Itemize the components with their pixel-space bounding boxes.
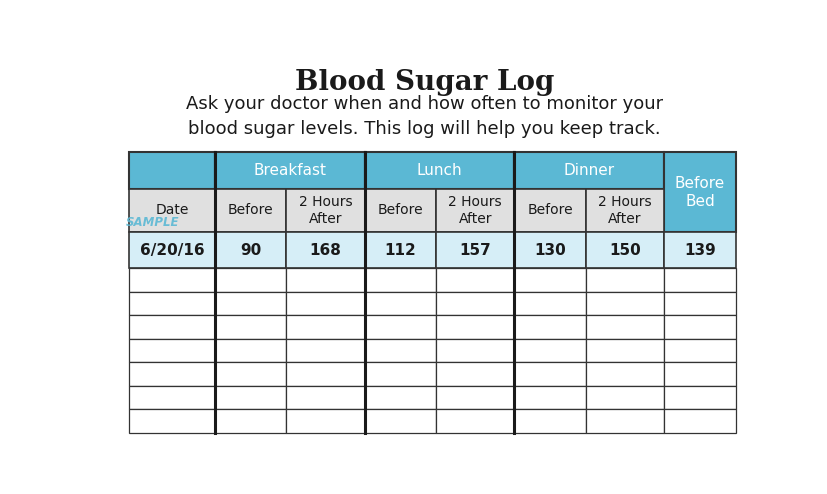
Bar: [286, 339, 364, 363]
Bar: [585, 292, 663, 316]
Text: 150: 150: [609, 243, 640, 258]
Bar: [286, 232, 364, 269]
Bar: [286, 189, 364, 232]
Bar: [364, 153, 514, 189]
Bar: [214, 292, 286, 316]
Text: Lunch: Lunch: [416, 163, 461, 178]
Bar: [286, 410, 364, 433]
Bar: [214, 410, 286, 433]
Text: Before
Bed: Before Bed: [674, 176, 724, 208]
Text: Ask your doctor when and how often to monitor your
blood sugar levels. This log : Ask your doctor when and how often to mo…: [185, 95, 662, 138]
Bar: [514, 269, 585, 292]
Text: Date: Date: [155, 204, 189, 217]
Bar: [514, 292, 585, 316]
Bar: [214, 269, 286, 292]
Bar: [129, 410, 214, 433]
Bar: [364, 232, 435, 269]
Bar: [435, 339, 514, 363]
Bar: [286, 316, 364, 339]
Bar: [364, 363, 435, 386]
Bar: [585, 189, 663, 232]
Bar: [129, 292, 214, 316]
Bar: [663, 232, 734, 269]
Bar: [514, 189, 585, 232]
Bar: [663, 292, 734, 316]
Bar: [364, 189, 435, 232]
Bar: [435, 232, 514, 269]
Text: 168: 168: [309, 243, 341, 258]
Text: 6/20/16: 6/20/16: [140, 243, 204, 258]
Text: 139: 139: [683, 243, 715, 258]
Bar: [514, 153, 663, 189]
Bar: [129, 189, 214, 232]
Bar: [514, 386, 585, 410]
Bar: [663, 339, 734, 363]
Bar: [129, 339, 214, 363]
Bar: [663, 316, 734, 339]
Text: SAMPLE: SAMPLE: [126, 215, 179, 229]
Bar: [364, 410, 435, 433]
Text: Blood Sugar Log: Blood Sugar Log: [294, 69, 553, 96]
Text: 157: 157: [459, 243, 490, 258]
Bar: [514, 232, 585, 269]
Bar: [129, 269, 214, 292]
Bar: [214, 232, 286, 269]
Bar: [435, 386, 514, 410]
Bar: [435, 316, 514, 339]
Bar: [435, 189, 514, 232]
Text: 2 Hours
After: 2 Hours After: [299, 196, 351, 226]
Bar: [435, 292, 514, 316]
Text: Before: Before: [527, 204, 572, 217]
Bar: [364, 292, 435, 316]
Bar: [364, 386, 435, 410]
Text: 112: 112: [384, 243, 416, 258]
Bar: [585, 339, 663, 363]
Text: Before: Before: [227, 204, 273, 217]
Text: 2 Hours
After: 2 Hours After: [448, 196, 501, 226]
Bar: [585, 410, 663, 433]
Bar: [129, 363, 214, 386]
Text: Before: Before: [377, 204, 423, 217]
Text: Breakfast: Breakfast: [253, 163, 326, 178]
Bar: [585, 232, 663, 269]
Bar: [663, 153, 734, 232]
Bar: [514, 339, 585, 363]
Bar: [585, 269, 663, 292]
Bar: [129, 232, 214, 269]
Bar: [129, 316, 214, 339]
Bar: [585, 363, 663, 386]
Bar: [214, 386, 286, 410]
Bar: [286, 292, 364, 316]
Bar: [286, 386, 364, 410]
Bar: [286, 269, 364, 292]
Bar: [129, 153, 214, 189]
Bar: [214, 316, 286, 339]
Bar: [364, 339, 435, 363]
Bar: [214, 363, 286, 386]
Bar: [514, 316, 585, 339]
Bar: [214, 339, 286, 363]
Bar: [435, 269, 514, 292]
Bar: [286, 363, 364, 386]
Bar: [663, 269, 734, 292]
Text: 130: 130: [533, 243, 566, 258]
Bar: [585, 316, 663, 339]
Bar: [663, 410, 734, 433]
Bar: [663, 363, 734, 386]
Text: 90: 90: [240, 243, 261, 258]
Bar: [514, 363, 585, 386]
Text: Dinner: Dinner: [563, 163, 614, 178]
Bar: [129, 386, 214, 410]
Bar: [435, 363, 514, 386]
Bar: [364, 269, 435, 292]
Bar: [663, 386, 734, 410]
Bar: [514, 410, 585, 433]
Bar: [364, 316, 435, 339]
Bar: [435, 410, 514, 433]
Bar: [585, 386, 663, 410]
Text: 2 Hours
After: 2 Hours After: [597, 196, 651, 226]
Bar: [214, 153, 364, 189]
Bar: [214, 189, 286, 232]
